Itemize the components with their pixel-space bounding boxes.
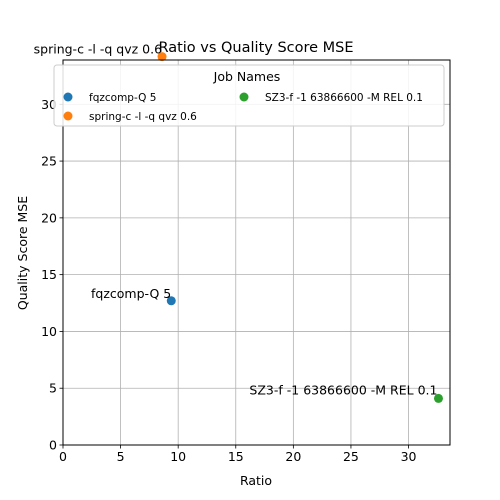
- x-tick-label: 20: [285, 449, 301, 464]
- x-tick-label: 0: [59, 449, 67, 464]
- point-annotation: fqzcomp-Q 5: [91, 286, 171, 301]
- legend-marker: [239, 92, 249, 102]
- data-points: [157, 52, 443, 403]
- x-tick-label: 15: [228, 449, 244, 464]
- y-tick-label: 30: [41, 97, 57, 112]
- point-annotation: spring-c -l -q qvz 0.6: [34, 42, 162, 57]
- y-axis-label: Quality Score MSE: [15, 196, 30, 310]
- chart-title: Ratio vs Quality Score MSE: [158, 40, 353, 56]
- point-annotation: SZ3-f -1 63866600 -M REL 0.1: [249, 382, 437, 397]
- y-tick-label: 10: [41, 324, 57, 339]
- legend-box: [53, 64, 445, 127]
- y-tick-label: 5: [49, 381, 57, 396]
- x-axis-label: Ratio: [240, 473, 272, 488]
- axis-ticks: 0 5 10 15 20 25 30 0 5 10 15 20 25 30: [41, 97, 416, 464]
- y-tick-label: 25: [41, 154, 57, 169]
- legend-marker: [63, 111, 73, 121]
- y-tick-label: 15: [41, 267, 57, 282]
- x-tick-label: 5: [117, 449, 125, 464]
- legend-entry-label: spring-c -l -q qvz 0.6: [89, 111, 197, 123]
- legend-marker: [63, 92, 73, 102]
- legend: Job Names fqzcomp-Q 5 spring-c -l -q qvz …: [53, 64, 445, 127]
- plot-frame: [62, 59, 451, 446]
- x-tick-label: 25: [343, 449, 359, 464]
- legend-entry-label: SZ3-f -1 63866600 -M REL 0.1: [265, 92, 423, 104]
- scatter-point: [166, 296, 176, 306]
- x-tick-label: 30: [401, 449, 417, 464]
- x-tick-label: 10: [170, 449, 186, 464]
- legend-title: Job Names: [213, 69, 281, 84]
- legend-entry-label: fqzcomp-Q 5: [89, 92, 156, 104]
- scatter-point: [157, 52, 167, 62]
- y-tick-label: 20: [41, 210, 57, 225]
- y-tick-label: 0: [49, 438, 57, 453]
- point-annotations: fqzcomp-Q 5 spring-c -l -q qvz 0.6 SZ3-f -…: [34, 42, 438, 398]
- scatter-point: [433, 393, 443, 403]
